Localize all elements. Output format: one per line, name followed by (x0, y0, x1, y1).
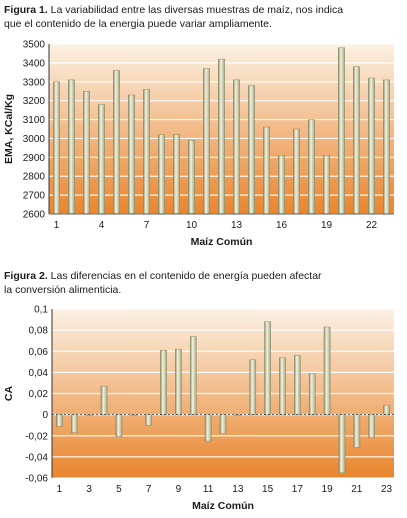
x-tick-label: 22 (366, 220, 378, 231)
y-tick-label: 0,08 (29, 326, 49, 337)
y-axis-title: EMA, KCal/Kg (3, 94, 15, 164)
bar (338, 414, 346, 473)
bar (353, 66, 360, 215)
bar (219, 414, 227, 434)
bar (263, 126, 270, 215)
bar (218, 58, 225, 215)
bar (294, 355, 301, 415)
bar (158, 134, 165, 215)
x-tick-label: 11 (203, 484, 214, 495)
x-axis-title: Maíz Común (191, 236, 253, 248)
x-tick-label: 19 (321, 220, 333, 231)
x-tick-label: 10 (186, 220, 198, 231)
y-tick-label: 3000 (23, 134, 46, 145)
y-tick-label: 3100 (23, 115, 46, 126)
bar (368, 77, 375, 215)
x-tick-label: 7 (146, 484, 152, 495)
bar (323, 155, 330, 215)
bar (323, 326, 331, 415)
y-tick-label: 3200 (23, 96, 46, 107)
x-tick-label: 7 (144, 220, 150, 231)
bar (175, 348, 182, 415)
bar (383, 79, 390, 215)
x-tick-label: 13 (232, 484, 244, 495)
x-tick-label: 17 (292, 484, 304, 495)
bar (353, 414, 361, 448)
bar (70, 414, 78, 433)
bar (113, 70, 120, 215)
y-tick-label: 2600 (23, 210, 46, 221)
bar (278, 155, 285, 215)
y-tick-label: 2700 (23, 191, 46, 202)
bar (98, 104, 105, 215)
bar (249, 359, 257, 415)
bar (189, 336, 197, 415)
x-tick-label: 13 (231, 220, 243, 231)
x-tick-label: 5 (116, 484, 122, 495)
figure-2-caption: Figura 2. Las diferencias en el contenid… (4, 269, 404, 297)
bar (338, 47, 345, 215)
x-axis-title: Maíz Común (192, 500, 254, 512)
y-axis-title: CA (3, 386, 15, 402)
x-tick-label: 1 (54, 220, 60, 231)
x-tick-label: 15 (262, 484, 274, 495)
figure-1-caption-lead: Figura 1. (4, 4, 48, 16)
bar (145, 414, 152, 426)
bar (203, 68, 210, 215)
y-tick-label: 3300 (23, 77, 46, 88)
y-tick-label: 0 (42, 410, 48, 421)
bar (188, 140, 195, 215)
y-tick-label: 0,04 (29, 368, 49, 379)
bar (264, 321, 271, 415)
x-tick-label: 3 (86, 484, 92, 495)
bar (115, 414, 123, 438)
bar (279, 357, 286, 415)
bar (53, 81, 60, 215)
y-tick-label: -0,06 (25, 474, 48, 485)
bar (56, 414, 63, 427)
bar (100, 385, 108, 415)
bar (308, 373, 316, 415)
bar (308, 119, 315, 215)
y-tick-label: 2800 (23, 172, 46, 183)
x-tick-label: 23 (381, 484, 393, 495)
x-tick-label: 9 (176, 484, 182, 495)
y-tick-label: 0,02 (29, 389, 49, 400)
bar (204, 414, 212, 442)
bar (143, 89, 150, 215)
y-tick-label: -0,04 (25, 452, 48, 463)
figure-2-caption-text: Las diferencias en el contenido de energ… (4, 270, 322, 296)
y-tick-label: 0,1 (34, 305, 48, 316)
figure-1-caption: Figura 1. La variabilidad entre las dive… (4, 3, 404, 31)
bar (160, 349, 167, 415)
x-tick-label: 21 (351, 484, 363, 495)
bar (248, 85, 255, 215)
y-tick-label: 3400 (23, 58, 46, 69)
y-tick-label: -0,02 (25, 431, 48, 442)
figure-1-chart: 2600 2700 2800 2900 3000 3100 3200 3300 3400 3500… (3, 40, 394, 248)
bar (293, 128, 300, 215)
bar (68, 79, 75, 215)
bar (83, 91, 90, 215)
figure-2-caption-lead: Figura 2. (4, 270, 48, 282)
bar (383, 404, 390, 415)
bar (173, 134, 180, 215)
y-tick-label: 3500 (23, 40, 46, 51)
y-tick-label: 2900 (23, 153, 46, 164)
bar (368, 414, 376, 439)
bar (233, 79, 240, 215)
x-tick-label: 16 (276, 220, 288, 231)
x-tick-label: 4 (99, 220, 105, 231)
figure-1-caption-text: La variabilidad entre las diversas muest… (4, 4, 344, 30)
y-tick-label: 0,06 (29, 347, 49, 358)
bar (128, 94, 135, 215)
x-tick-label: 19 (322, 484, 334, 495)
x-tick-label: 1 (57, 484, 63, 495)
